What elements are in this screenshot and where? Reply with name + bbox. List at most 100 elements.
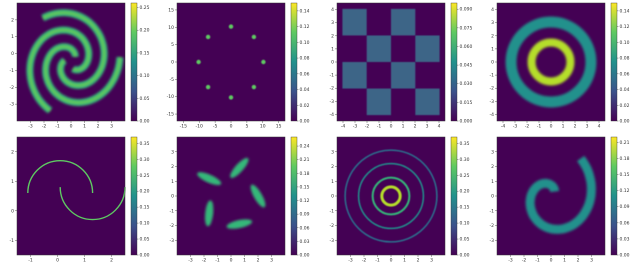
colorbar-tick-label: 0.24	[300, 144, 310, 150]
heatmap-background	[337, 137, 445, 255]
colorbar-tick-label: 0.08	[620, 56, 630, 62]
x-tick-label: 3	[426, 124, 429, 130]
density-square	[366, 35, 391, 62]
colorbar-tick-label: 0.10	[460, 221, 470, 227]
density-square	[415, 35, 440, 62]
density-ring	[344, 149, 438, 243]
x-tick-label: 0	[230, 124, 233, 130]
y-tick-label: 3	[331, 149, 334, 155]
x-tick-label: 2	[417, 258, 420, 263]
colorbar-tick-label: 0.03	[620, 236, 630, 242]
x-tick-label: 0	[390, 124, 393, 130]
density-blade	[197, 172, 222, 186]
colorbar-tick-label: 0.15	[140, 50, 150, 56]
density-ring	[357, 162, 425, 230]
y-tick-label: -3	[10, 102, 15, 108]
heatmap-frame	[16, 136, 126, 256]
density-square	[415, 88, 440, 116]
y-tick-label: 2	[491, 164, 494, 170]
y-tick-label: -10	[167, 94, 174, 100]
colorbar-tick-label: 0.15	[620, 172, 630, 178]
x-tick-label: 3	[430, 258, 433, 263]
x-tick-label: -1	[55, 124, 60, 130]
y-tick-label: 0	[11, 51, 14, 57]
x-tick-label: 10	[260, 124, 266, 130]
y-tick-label: -1	[330, 73, 335, 79]
colorbar-tick-label: 0.00	[460, 253, 470, 259]
y-tick-label: 2	[491, 33, 494, 39]
y-tick-label: 10	[168, 25, 174, 31]
colorbar-tick-label: 0.090	[460, 7, 473, 13]
colorbar-tick-label: 0.18	[620, 156, 630, 162]
y-tick-label: 0	[331, 60, 334, 66]
heatmap-panel: -3 -2 -1 0 1 2 3 -3 -2 -1 0 1 2 3 0.00 0.05 0.10 0.15 0.20…	[330, 136, 470, 263]
y-tick-label: -2	[330, 86, 335, 92]
x-tick-label: 0	[70, 124, 73, 130]
y-tick-label: 0	[11, 208, 14, 214]
density-blade	[226, 219, 253, 229]
heatmap-background	[177, 137, 285, 255]
density-blob	[196, 59, 201, 65]
colorbar-tick-label: 0.06	[300, 71, 310, 77]
colorbar-tick-label: 0.05	[140, 96, 150, 102]
density-core	[42, 11, 106, 87]
y-tick-label: 1	[491, 179, 494, 185]
colorbar-tick-label: 0.30	[460, 157, 470, 163]
colorbar-tick-label: 0.10	[300, 40, 310, 46]
colorbar-tick-label: 0.12	[620, 24, 630, 30]
x-tick-label: 3	[110, 124, 113, 130]
colorbar-tick-label: 0.09	[300, 212, 310, 218]
colorbar-tick-label: 0.12	[300, 198, 310, 204]
y-tick-label: 2	[171, 164, 174, 170]
colorbar-tick-label: 0.20	[140, 28, 150, 34]
x-tick-label: -15	[180, 124, 187, 130]
y-tick-label: -3	[330, 238, 335, 244]
colorbar-tick-label: 0.18	[300, 171, 310, 177]
colorbar-tick-label: 0.25	[460, 173, 470, 179]
x-tick-label: -1	[377, 124, 382, 130]
colorbar-tick-label: 0.12	[620, 188, 630, 194]
colorbar-tick-label: 0.00	[300, 253, 310, 259]
colorbar-tick-label: 0.09	[620, 204, 630, 210]
colorbar-tick-label: 0.02	[620, 103, 630, 109]
colorbar-tick-label: 0.14	[620, 8, 630, 14]
y-tick-label: 4	[491, 7, 494, 13]
x-tick-label: -3	[353, 124, 358, 130]
colorbar-tick-label: 0.12	[300, 24, 310, 30]
y-tick-label: 0	[331, 194, 334, 200]
density-blob	[205, 84, 211, 90]
y-tick-label: 1	[331, 46, 334, 52]
colorbar-tick-label: 0.30	[140, 157, 150, 163]
colorbar-tick-label: 0.06	[620, 220, 630, 226]
density-roll	[525, 155, 596, 234]
x-tick-label: -3	[513, 124, 518, 130]
x-tick-label: 2	[577, 258, 580, 263]
y-tick-label: -2	[490, 86, 495, 92]
x-tick-label: -2	[42, 124, 47, 130]
x-tick-label: 3	[270, 258, 273, 263]
y-tick-label: 0	[491, 194, 494, 200]
colorbar	[290, 136, 298, 256]
x-tick-label: 3	[586, 124, 589, 130]
y-tick-label: 3	[171, 149, 174, 155]
colorbar	[130, 2, 138, 122]
colorbar-tick-label: 0.00	[620, 119, 630, 125]
colorbar-tick-label: 0.00	[620, 253, 630, 259]
y-tick-label: -4	[330, 112, 335, 118]
density-blob	[228, 95, 234, 100]
x-tick-label: -1	[375, 258, 380, 263]
colorbar-tick-label: 0.35	[460, 141, 470, 147]
x-tick-label: -2	[522, 258, 527, 263]
heatmap-panel: -15 -10 -5 0 5 10 15 -15 -10 -5 0 5 10 15 0.00 0.02 0.04…	[167, 2, 310, 130]
density-blob	[251, 84, 257, 90]
colorbar-tick-label: 0.06	[620, 71, 630, 77]
colorbar-tick-label: 0.015	[460, 100, 473, 106]
density-moon	[59, 187, 126, 221]
x-tick-label: 1	[402, 124, 405, 130]
y-tick-label: 0	[171, 60, 174, 66]
y-tick-label: -2	[170, 223, 175, 229]
density-blob	[251, 34, 257, 40]
heatmap-panel: -4 -3 -2 -1 0 1 2 3 4 -4 -3 -2 -1 0 1 2 3 4 0.000 0.015 0.03…	[330, 2, 473, 130]
colorbar	[610, 136, 618, 256]
y-tick-label: -3	[490, 99, 495, 105]
